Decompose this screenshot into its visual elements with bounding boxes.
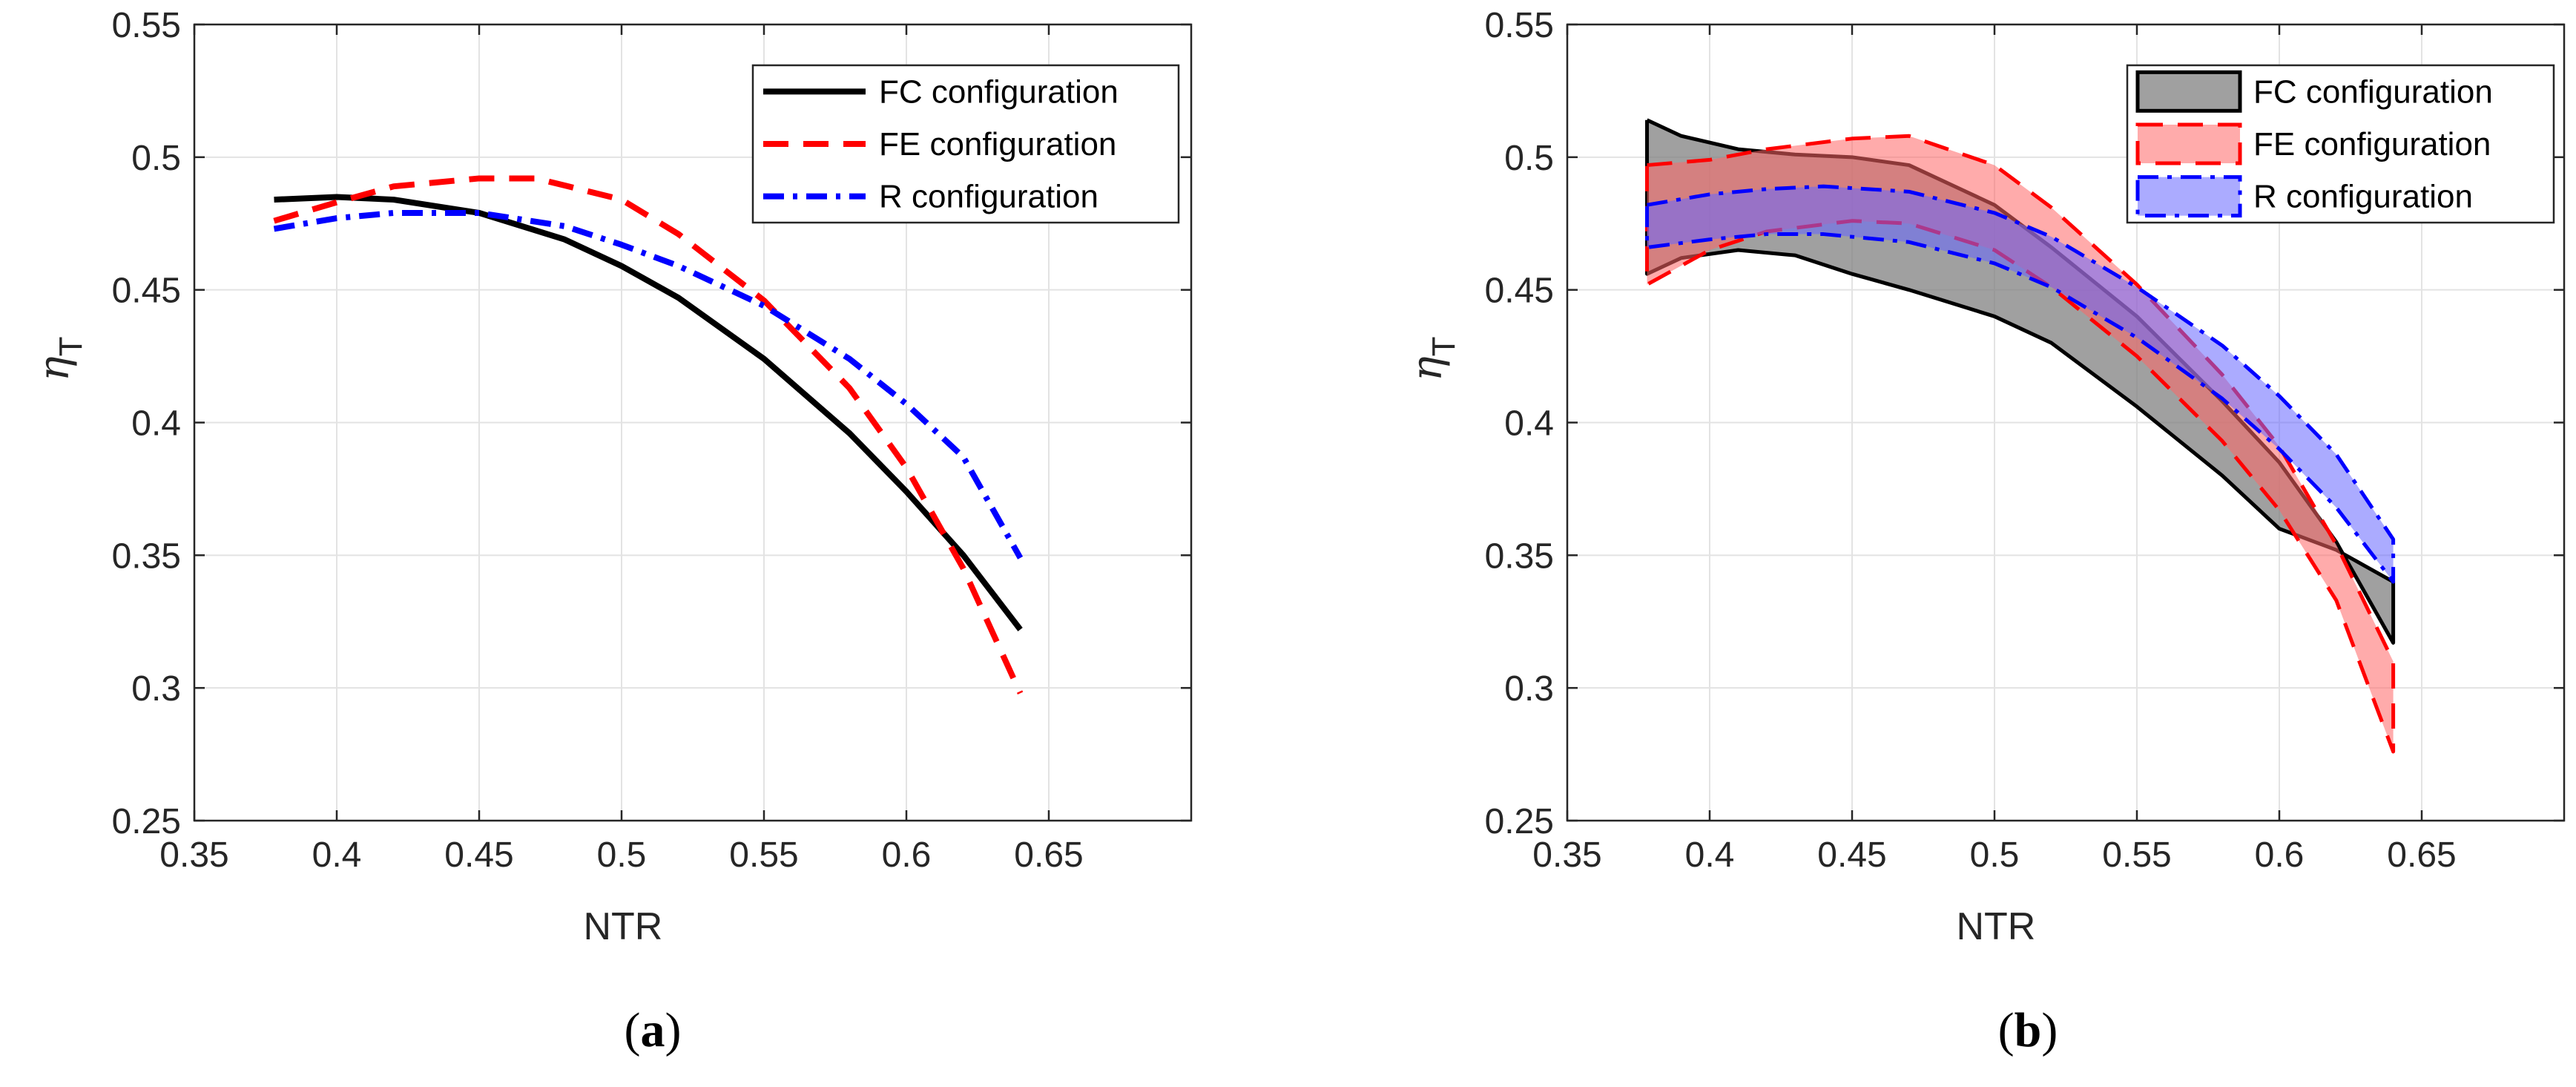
panel-caption: (a) bbox=[625, 1003, 682, 1057]
panel-caption: (b) bbox=[1998, 1003, 2058, 1057]
legend-label: FE configuration bbox=[879, 126, 1116, 162]
x-tick-label: 0.55 bbox=[729, 835, 798, 875]
x-tick-label: 0.35 bbox=[1532, 835, 1601, 875]
y-tick-label: 0.25 bbox=[112, 802, 181, 841]
y-tick-label: 0.5 bbox=[1504, 139, 1554, 178]
x-tick-label: 0.65 bbox=[2387, 835, 2456, 875]
band-outline-2 bbox=[1645, 184, 2396, 584]
y-tick-label: 0.25 bbox=[1485, 802, 1554, 841]
legend-label: R configuration bbox=[879, 179, 1098, 215]
y-tick-label: 0.35 bbox=[1485, 536, 1554, 576]
series-line-1 bbox=[273, 175, 1024, 694]
legend-swatch bbox=[2135, 122, 2242, 165]
panel-a: 0.35 0.4 0.45 0.5 0.55 0.6 0.65 0.25 0.3 0.35 0.4 0… bbox=[30, 6, 1193, 1057]
legend-swatch bbox=[2135, 175, 2242, 218]
legend-label: FC configuration bbox=[2253, 73, 2493, 110]
panel-b: 0.35 0.4 0.45 0.5 0.55 0.6 0.65 0.25 0.3 0.35 0.4 0… bbox=[1403, 6, 2566, 1057]
y-tick-label: 0.45 bbox=[1485, 272, 1554, 311]
x-tick-label: 0.4 bbox=[312, 835, 362, 875]
x-axis-label: NTR bbox=[583, 905, 662, 948]
x-tick-label: 0.5 bbox=[1970, 835, 2020, 875]
y-tick-label: 0.55 bbox=[112, 6, 181, 45]
x-tick-label: 0.45 bbox=[444, 835, 513, 875]
y-tick-label: 0.5 bbox=[131, 139, 181, 178]
legend-label: FC configuration bbox=[879, 73, 1119, 110]
x-tick-label: 0.65 bbox=[1014, 835, 1083, 875]
series-line-2 bbox=[273, 209, 1024, 559]
series-line-0 bbox=[274, 194, 1023, 631]
legend-swatch bbox=[2135, 70, 2242, 113]
y-tick-label: 0.45 bbox=[112, 272, 181, 311]
x-tick-label: 0.6 bbox=[882, 835, 932, 875]
y-tick-label: 0.3 bbox=[131, 669, 181, 709]
x-tick-label: 0.4 bbox=[1685, 835, 1735, 875]
x-tick-label: 0.55 bbox=[2102, 835, 2171, 875]
legend: FC configuration FE configuration R config… bbox=[2126, 64, 2555, 224]
x-tick-label: 0.6 bbox=[2255, 835, 2305, 875]
band-fill-2 bbox=[1647, 186, 2394, 582]
band-fill-0 bbox=[1647, 119, 2394, 643]
y-tick-label: 0.4 bbox=[131, 404, 181, 444]
y-tick-label: 0.55 bbox=[1485, 6, 1554, 45]
y-axis-label: ηT bbox=[30, 336, 89, 381]
legend-label: R configuration bbox=[2253, 179, 2473, 215]
x-axis-label: NTR bbox=[1956, 905, 2035, 948]
y-tick-label: 0.4 bbox=[1504, 404, 1554, 444]
y-tick-label: 0.3 bbox=[1504, 669, 1554, 709]
x-tick-label: 0.45 bbox=[1817, 835, 1886, 875]
y-axis-label: ηT bbox=[1403, 336, 1462, 381]
y-tick-label: 0.35 bbox=[112, 536, 181, 576]
legend: FC configuration FE configuration R config… bbox=[751, 64, 1180, 224]
x-tick-label: 0.5 bbox=[597, 835, 647, 875]
legend-label: FE configuration bbox=[2253, 126, 2491, 162]
x-tick-label: 0.35 bbox=[159, 835, 228, 875]
